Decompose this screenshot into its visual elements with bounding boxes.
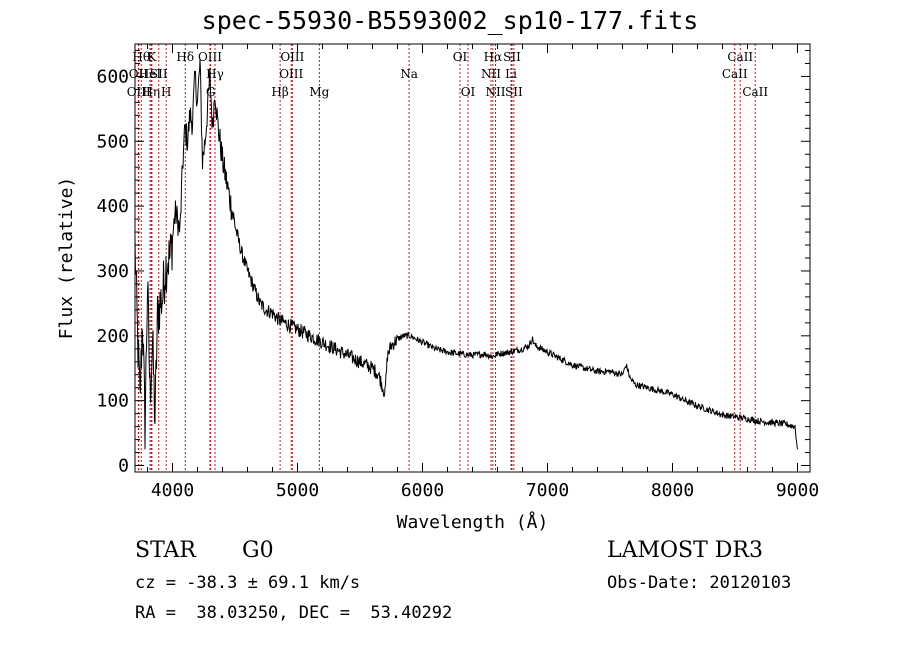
line-label: Li: [505, 67, 517, 81]
survey-name: LAMOST DR3: [607, 538, 763, 563]
y-tick-label: 200: [96, 326, 129, 347]
y-tick-label: 400: [96, 196, 129, 217]
observation-date: Obs-Date: 20120103: [607, 573, 792, 593]
y-tick-label: 100: [96, 391, 129, 412]
line-label: Hβ: [271, 85, 288, 99]
object-subclass: G0: [242, 538, 274, 563]
x-tick-label: 4000: [151, 480, 194, 501]
flux-series-line: [134, 58, 798, 450]
x-tick-label: 8000: [651, 480, 694, 501]
line-label: OIII: [127, 85, 151, 99]
x-tick-label: 9000: [776, 480, 819, 501]
chart-title: spec-55930-B5593002_sp10-177.fits: [201, 6, 699, 35]
object-class: STAR: [135, 538, 196, 563]
y-tick-label: 0: [118, 456, 129, 477]
line-label: CaII: [722, 67, 748, 81]
line-label: Hη: [142, 85, 160, 99]
x-tick-label: 6000: [401, 480, 444, 501]
coordinates: RA = 38.03250, DEC = 53.40292: [135, 603, 453, 623]
x-tick-label: 7000: [526, 480, 569, 501]
line-label: NII: [486, 85, 506, 99]
y-axis-label: Flux (relative): [56, 177, 77, 340]
axis-ticks: 4000 5000 6000 7000 8000 9000 0 100 200 300 400 500…: [96, 44, 819, 501]
plot-frame: [134, 43, 811, 473]
line-label: OI: [461, 85, 476, 99]
line-label: SII: [503, 50, 521, 64]
line-label: Mg: [309, 85, 329, 99]
line-label: Hα: [484, 50, 503, 64]
line-label: OIII: [198, 50, 222, 64]
line-label: OIII: [280, 50, 304, 64]
line-label: CaII: [742, 85, 768, 99]
line-label: OIII: [279, 67, 303, 81]
line-label: K: [147, 50, 157, 64]
line-label: Hθ: [132, 50, 150, 64]
y-tick-label: 500: [96, 131, 129, 152]
line-label: SII: [505, 85, 523, 99]
line-label: H: [161, 85, 171, 99]
x-axis-label: Wavelength (Å): [397, 511, 549, 533]
line-label: OII: [129, 67, 149, 81]
line-label: Hδ: [176, 50, 194, 64]
x-tick-label: 5000: [276, 480, 319, 501]
line-label: SII: [150, 67, 168, 81]
line-label: CaII: [727, 50, 753, 64]
emission-line-markers: [137, 44, 756, 472]
y-tick-label: 600: [96, 66, 129, 87]
y-tick-label: 300: [96, 261, 129, 282]
line-label: NII: [481, 67, 501, 81]
line-label: HeI: [139, 67, 162, 81]
redshift-velocity: cz = -38.3 ± 69.1 km/s: [135, 573, 361, 593]
line-label: OI: [453, 50, 468, 64]
line-label: Na: [400, 67, 418, 81]
